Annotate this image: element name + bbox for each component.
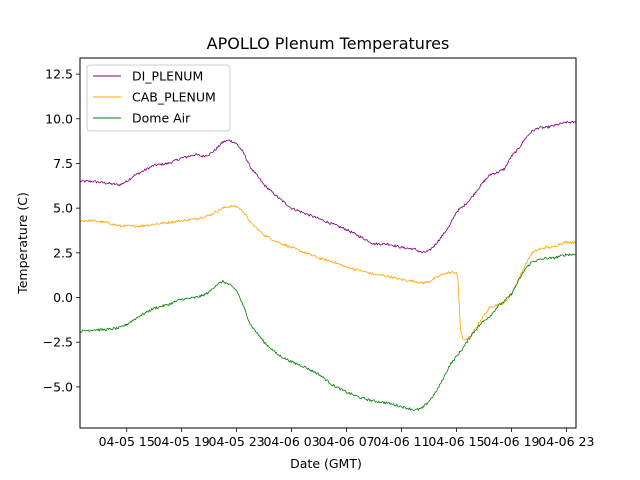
y-tick-label: 2.5 [53, 245, 73, 260]
legend: DI_PLENUM CAB_PLENUM Dome Air [86, 64, 231, 132]
y-axis: −5.0 −2.5 0.0 2.5 5.0 7.5 10.0 12.5 [43, 67, 80, 394]
plot-frame [79, 57, 577, 429]
y-tick-label: 0.0 [53, 290, 73, 305]
x-tick-label: 04-06 11 [373, 434, 429, 449]
series-line-dome-air [80, 253, 576, 411]
y-tick-label: 5.0 [53, 201, 73, 216]
x-tick-label: 04-06 23 [538, 434, 594, 449]
y-tick-label: 7.5 [53, 156, 73, 171]
y-tick-label: −2.5 [43, 335, 73, 350]
x-tick-label: 04-05 23 [209, 434, 265, 449]
y-axis-label: Temperature (C) [15, 192, 30, 295]
y-tick-label: −5.0 [43, 379, 73, 394]
x-tick-label: 04-05 19 [154, 434, 210, 449]
x-tick-label: 04-06 15 [428, 434, 484, 449]
x-tick-label: 04-06 07 [318, 434, 374, 449]
x-tick-label: 04-06 03 [263, 434, 319, 449]
legend-label: DI_PLENUM [132, 69, 203, 84]
chart-title: APOLLO Plenum Temperatures [207, 34, 450, 53]
y-tick-label: 12.5 [45, 67, 73, 82]
x-tick-label: 04-05 15 [99, 434, 155, 449]
series-line-cab-plenum [80, 204, 576, 341]
x-tick-label: 04-06 19 [483, 434, 539, 449]
legend-label: CAB_PLENUM [132, 90, 216, 105]
y-tick-label: 10.0 [45, 111, 73, 126]
series-line-di-plenum [80, 120, 576, 254]
series-layer [80, 120, 576, 411]
legend-items: DI_PLENUM CAB_PLENUM Dome Air [93, 69, 216, 126]
legend-label: Dome Air [132, 111, 191, 126]
legend-frame [86, 64, 231, 132]
x-axis-label: Date (GMT) [290, 456, 362, 471]
